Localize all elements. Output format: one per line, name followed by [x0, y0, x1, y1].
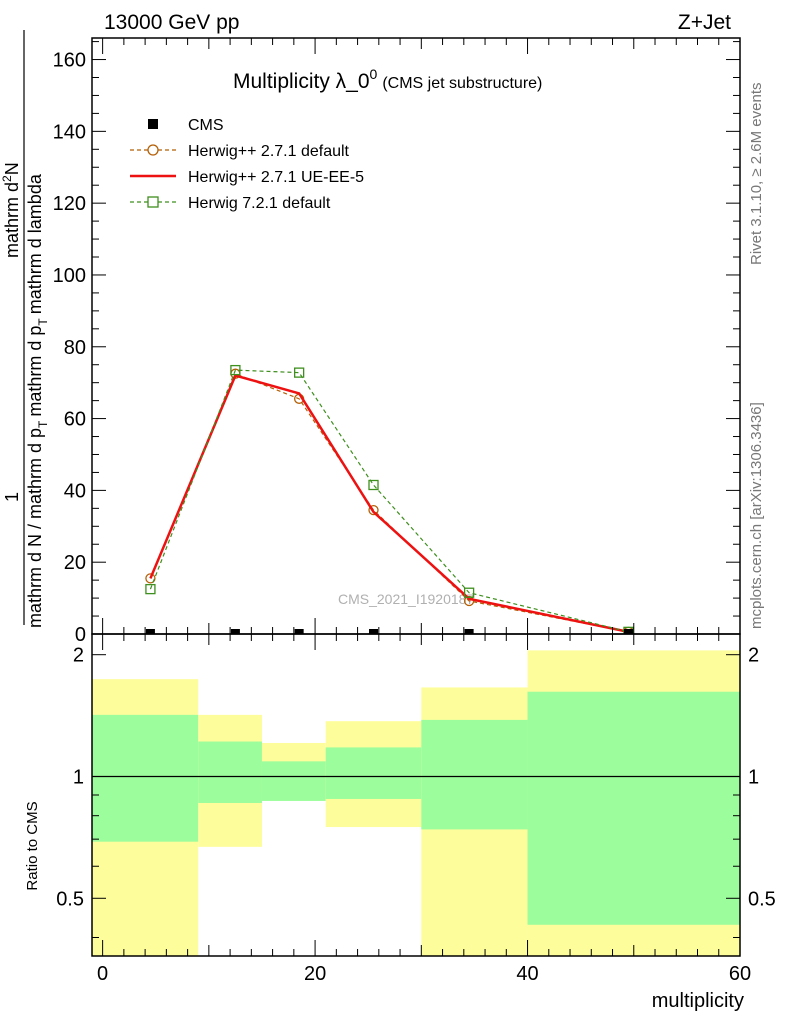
analysis-watermark: CMS_2021_I1920187: [338, 591, 474, 607]
chart-title: Multiplicity λ_00(CMS jet substructure): [233, 66, 542, 93]
header-right: Z+Jet: [678, 11, 731, 34]
x-axis-label: multiplicity: [652, 990, 744, 1012]
cms-point-5: [623, 629, 633, 634]
cms-markers: [145, 629, 633, 634]
rivet-credit: Rivet 3.1.10, ≥ 2.6M events: [748, 83, 765, 266]
y-label-denominator: mathrm d N / mathrm d pTmathrm d pTmathr…: [25, 173, 50, 628]
ratio-band-green-0: [92, 714, 199, 842]
ratio-tick-label-right: 2: [748, 645, 759, 667]
y-tick-label: 40: [64, 480, 86, 502]
cms-point-1: [230, 629, 240, 634]
ratio-tick-label-right: 1: [748, 766, 759, 788]
y-tick-label: 80: [64, 337, 86, 359]
ratio-tick-label-left: 1: [73, 766, 84, 788]
y-tick-label: 100: [53, 265, 86, 287]
y-label-fraction-top: mathrm d2N: [0, 162, 22, 258]
ratio-y-label: Ratio to CMS: [24, 801, 41, 890]
legend-label-2: Herwig++ 2.7.1 UE-EE-5: [188, 169, 364, 186]
y-tick-label: 0: [75, 624, 86, 646]
legend-label-3: Herwig 7.2.1 default: [188, 195, 331, 212]
series-point-square-4: [463, 587, 475, 598]
mcplots-credit: mcplots.cern.ch [arXiv:1306.3436]: [748, 402, 765, 629]
y-axis-label: 1 mathrm d N / mathrm d pTmathrm d pTmat…: [0, 30, 50, 628]
header-left: 13000 GeV pp: [104, 11, 239, 34]
series-point-circle-0: [145, 573, 156, 584]
y-tick-label: 140: [53, 121, 86, 143]
ratio-tick-label-left: 2: [73, 645, 84, 667]
ratio-band-green-3: [325, 747, 422, 799]
ratio-band-green-2: [261, 761, 326, 801]
series-point-square-3: [368, 479, 379, 491]
ratio-tick-label-right: 0.5: [748, 888, 776, 910]
series-point-circle-3: [368, 504, 379, 516]
y-tick-label: 160: [53, 50, 86, 72]
series-group: [145, 364, 634, 634]
series-point-square-0: [145, 583, 156, 595]
x-tick-label: 20: [304, 963, 326, 985]
y-label-numerator: 1: [2, 492, 22, 502]
x-tick-label: 0: [97, 963, 108, 985]
cms-point-0: [145, 629, 155, 634]
ratio-bands: [92, 650, 740, 956]
legend-label-1: Herwig++ 2.7.1 default: [188, 143, 350, 160]
legend-label-0: CMS: [188, 117, 224, 134]
y-tick-label: 20: [64, 552, 86, 574]
cms-point-2: [294, 629, 304, 634]
cms-point-3: [369, 629, 379, 634]
ratio-tick-label-left: 0.5: [56, 888, 84, 910]
legend: CMS Herwig++ 2.7.1 default Herwig++ 2.7.1 …: [130, 117, 364, 212]
series-point-square-1: [230, 364, 241, 376]
ratio-band-green-1: [198, 741, 262, 803]
ratio-band-green-4: [421, 719, 528, 830]
series-line-3: [149, 369, 629, 633]
cms-point-4: [464, 629, 474, 634]
y-tick-label: 60: [64, 409, 86, 431]
y-tick-label: 120: [53, 193, 86, 215]
legend-marker-cms: [148, 119, 158, 129]
series-line-2: [149, 373, 629, 634]
x-tick-label: 60: [729, 963, 751, 985]
legend-marker-square: [147, 196, 159, 208]
series-point-square-2: [293, 367, 305, 378]
ratio-band-green-5: [527, 691, 740, 925]
legend-marker-circle: [147, 144, 159, 156]
x-tick-label: 40: [516, 963, 538, 985]
